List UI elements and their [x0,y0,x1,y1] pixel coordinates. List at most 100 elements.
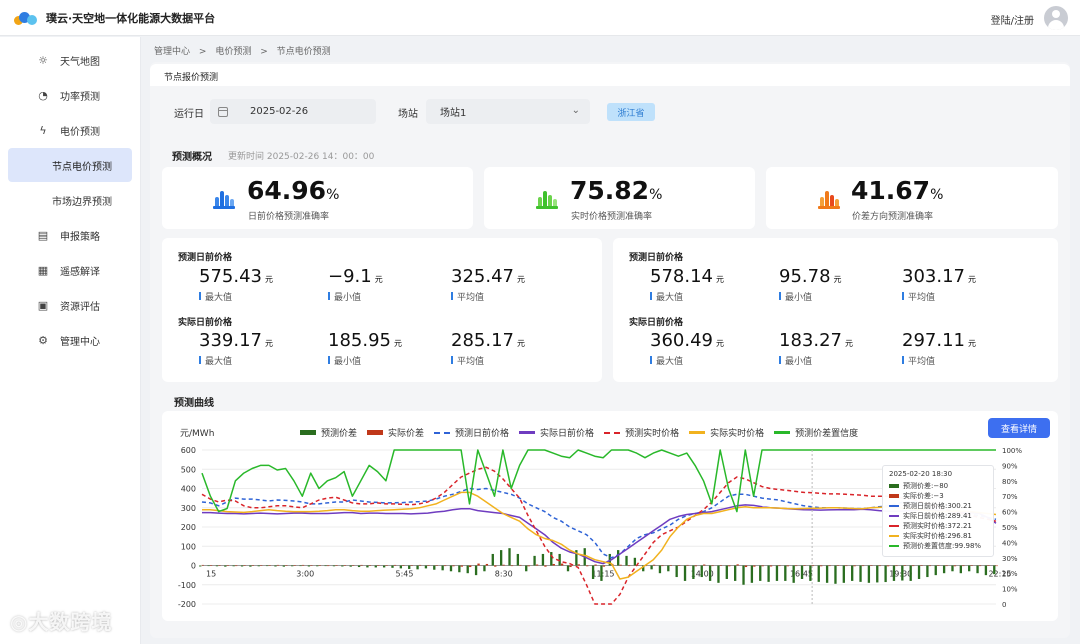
bar-forecast-spread [817,565,820,582]
x-tick-label: 3:00 [296,570,314,579]
bar-actual-spread [978,565,982,567]
bar-actual-spread [218,565,221,566]
legend-item[interactable]: 实际实时价格 [689,426,764,439]
bar-actual-spread [368,565,372,566]
bar-forecast-spread [742,565,745,585]
bar-forecast-spread [675,565,678,578]
bar-chart-icon [818,189,840,209]
bar-forecast-spread [274,565,277,567]
station-value: 场站1 [440,108,467,119]
sidebar-item-label: 市场边界预测 [52,196,112,208]
bar-forecast-spread [968,565,971,572]
bar-actual-spread [402,565,405,566]
kpi-value: 41.67% [851,176,944,205]
station-label: 场站 [398,109,418,120]
bar-actual-spread [251,565,255,566]
bar-actual-spread [510,565,514,567]
bar-forecast-spread [215,565,219,567]
bar-actual-spread [243,565,246,566]
sidebar-item-bidding-strategy[interactable]: ▤ 申报策略 [8,218,132,252]
y-tick-label: 200 [181,523,196,532]
x-tick-label: 19:30 [889,570,912,579]
overview-title: 预测概况 [172,152,212,163]
sidebar-item-power-forecast[interactable]: ◔ 功率预测 [8,78,132,112]
bar-actual-spread [502,564,505,566]
bar-actual-spread [728,565,731,567]
stat-label: 最小值 [328,290,361,303]
bar-actual-spread [527,565,530,567]
bar-actual-spread [853,565,856,567]
stat-value: 185.95 元 [328,330,402,351]
sidebar-item-resource-assessment[interactable]: ▣ 资源评估 [8,288,132,322]
bar-forecast-spread [700,565,703,578]
legend-item[interactable]: 实际日前价格 [519,426,594,439]
bar-forecast-spread [357,565,361,568]
bar-actual-spread [443,565,447,567]
bar-actual-spread [602,565,606,567]
sidebar-item-price-forecast[interactable]: ϟ 电价预测 [8,113,132,147]
bar-forecast-spread [474,565,478,576]
station-select[interactable]: 场站1 ⌄ [426,99,590,124]
bar-forecast-spread [307,565,311,567]
bar-actual-spread [987,565,990,566]
chart-legend: 预测价差 实际价差 预测日前价格 实际日前价格 预测实时价格 实际实时价格 预测… [300,426,868,439]
series-line-1 [202,504,997,565]
sidebar-item-label: 资源评估 [60,301,100,313]
stat-value: 339.17 元 [199,330,273,351]
breadcrumb-item[interactable]: 管理中心 [154,47,191,57]
bar-forecast-spread [784,565,787,581]
chevron-down-icon: ⌄ [571,105,580,116]
stat-value: 303.17 元 [902,266,976,287]
tooltip-time: 2025-02-20 18:30 [889,470,953,478]
legend-item[interactable]: 预测价差 [300,426,357,439]
bar-actual-spread [460,565,463,567]
region-tag: 浙江省 [607,103,655,121]
sidebar-item-weather-map[interactable]: ☼ 天气地图 [8,43,132,77]
watermark: ◎大数跨境 [10,610,113,634]
legend-item[interactable]: 预测日前价格 [434,426,509,439]
bar-forecast-spread [525,565,528,572]
date-picker[interactable]: 2025-02-26 [210,99,376,124]
view-details-button[interactable]: 查看详情 [988,418,1050,438]
legend-item[interactable]: 实际价差 [367,426,424,439]
breadcrumb-item[interactable]: 电价预测 [215,47,252,57]
bar-actual-spread [895,565,898,567]
bar-forecast-spread [984,565,988,576]
bar-actual-spread [652,564,656,566]
series-line-0 [201,487,997,559]
price-curve-chart[interactable]: 600 500 400 300 200 100 0 -100 -200 100% 90% 80% 70%… [162,440,1058,615]
legend-item[interactable]: 预测实时价格 [604,426,679,439]
sidebar-item-management-center[interactable]: ⚙ 管理中心 [8,323,132,357]
sidebar-item-label: 管理中心 [60,336,100,348]
lightning-icon: ϟ [39,123,47,137]
avatar[interactable] [1044,6,1068,30]
sidebar-item-remote-sensing[interactable]: ▦ 遥感解译 [8,253,132,287]
stat-label: 最小值 [328,354,361,367]
bar-forecast-spread [550,552,553,566]
bar-actual-spread [577,564,581,566]
bar-actual-spread [427,565,430,566]
kpi-value: 64.96% [247,176,340,205]
sidebar-item-label: 天气地图 [60,56,100,68]
sidebar-item-node-price-forecast[interactable]: 节点电价预测 [8,148,132,182]
bar-actual-spread [694,565,698,567]
login-link[interactable]: 登陆/注册 [990,16,1034,27]
bar-actual-spread [260,565,263,566]
bar-forecast-spread [692,565,695,579]
bar-actual-spread [560,563,564,566]
bar-actual-spread [586,565,589,567]
bar-actual-spread [686,564,689,566]
bar-actual-spread [385,565,388,566]
legend-item[interactable]: 预测价差置信度 [774,426,858,439]
sidebar-item-market-boundary-forecast[interactable]: 市场边界预测 [8,183,132,217]
bar-actual-spread [903,565,906,566]
bar-forecast-spread [767,565,770,582]
bar-forecast-spread [725,565,728,579]
kpi-label: 价差方向预测准确率 [852,212,934,222]
bar-actual-spread [569,565,572,568]
bar-forecast-spread [282,565,285,567]
y-tick-label: 100 [181,542,196,551]
bar-forecast-spread [917,565,921,579]
stat-label: 最小值 [779,354,812,367]
bar-actual-spread [803,565,806,566]
